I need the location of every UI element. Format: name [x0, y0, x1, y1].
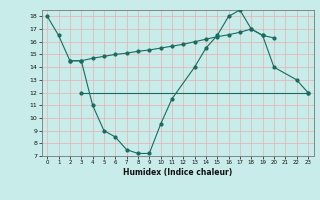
- X-axis label: Humidex (Indice chaleur): Humidex (Indice chaleur): [123, 168, 232, 177]
